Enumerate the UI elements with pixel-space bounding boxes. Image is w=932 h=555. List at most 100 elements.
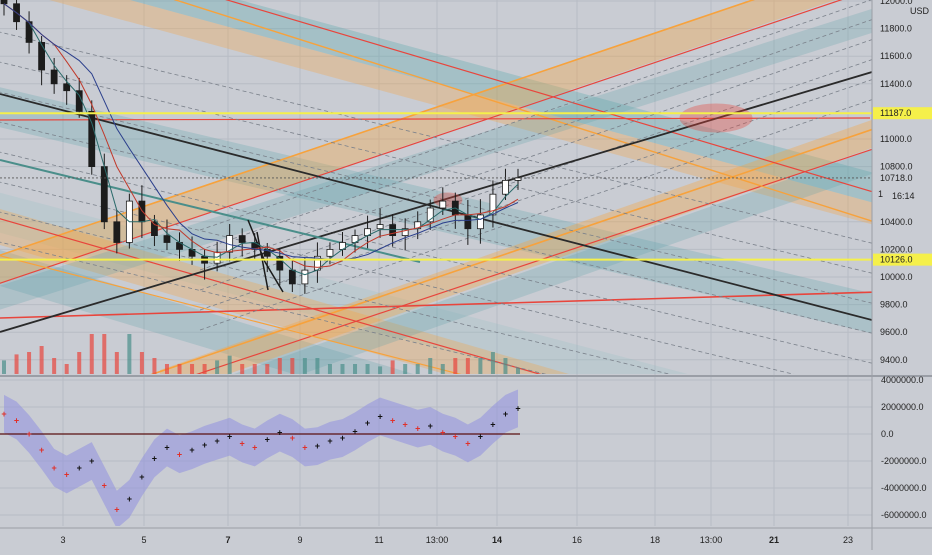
price-tick-label: 10400.0 <box>880 217 913 227</box>
channel-band <box>49 0 872 225</box>
candle-body <box>376 224 384 230</box>
candle-body <box>401 228 409 236</box>
time-tick-label: 5 <box>141 535 146 545</box>
volume-bar <box>227 355 232 374</box>
time-tick-label: 21 <box>769 535 779 545</box>
price-marker-label: 11187.0 <box>880 108 911 118</box>
oscillator-point: + <box>52 463 57 473</box>
candle-body <box>38 42 46 71</box>
volume-bar <box>365 364 370 374</box>
oscillator-point: + <box>26 429 31 439</box>
candle-body <box>301 269 309 285</box>
dashed-guide <box>199 79 872 311</box>
currency-label: USD <box>910 6 930 16</box>
oscillator-point: + <box>503 409 508 419</box>
oscillator-point: + <box>377 411 382 421</box>
dashed-guide <box>0 241 547 374</box>
pattern-line <box>256 231 269 291</box>
candle-body <box>502 179 509 195</box>
oscillator-point: + <box>515 403 520 413</box>
price-levels <box>0 112 872 261</box>
candle-body <box>464 214 472 230</box>
candle-body <box>489 193 497 216</box>
oscillator-point: + <box>352 426 357 436</box>
oscillator-point: + <box>240 438 245 448</box>
channel-line <box>225 0 872 193</box>
oscillator-point: + <box>177 449 182 459</box>
oscillator-point: + <box>89 456 94 466</box>
price-marker-label: 10126.0 <box>880 255 913 265</box>
oscillator-point: + <box>465 438 470 448</box>
channel-line <box>0 117 871 121</box>
volume-bar <box>89 334 94 374</box>
channel-line <box>0 218 542 374</box>
volume-bar <box>102 334 107 374</box>
price-axis-background <box>872 0 932 550</box>
price-tick-label: 10200.0 <box>880 244 913 254</box>
moving-average-line <box>3 3 519 268</box>
price-tick-label: 10000.0 <box>880 272 913 282</box>
time-tick-label: 9 <box>297 535 302 545</box>
oscillator-band <box>4 389 518 526</box>
channel-band <box>0 209 569 374</box>
volume-bar <box>52 358 57 374</box>
dashed-guide <box>199 59 872 291</box>
volume-bar <box>415 364 420 374</box>
drawing-overlays <box>0 0 872 374</box>
dashed-guide <box>0 31 872 244</box>
dashed-guide <box>199 99 872 331</box>
price-tick-label: 10800.0 <box>880 162 913 172</box>
oscillator-tick-label: 2000000.0 <box>881 402 924 412</box>
dashed-guide <box>199 0 872 231</box>
oscillator-tick-label: -4000000.0 <box>881 483 927 493</box>
volume-bar <box>277 358 282 374</box>
volume-bar <box>353 364 358 374</box>
oscillator-point: + <box>415 424 420 434</box>
volume-bar <box>202 364 207 374</box>
oscillator-point: + <box>64 470 69 480</box>
trend-line <box>0 71 872 333</box>
oscillator-point: + <box>315 441 320 451</box>
volume-bar <box>302 358 307 374</box>
volume-bar <box>453 358 458 374</box>
moving-average-line <box>3 3 519 261</box>
highlight-ellipse <box>679 103 753 133</box>
time-tick-label: 18 <box>650 535 660 545</box>
candle-body <box>113 221 121 243</box>
volume-bar <box>290 358 295 374</box>
moving-average-line <box>3 3 519 276</box>
channel-line <box>0 0 843 284</box>
oscillator-point: + <box>365 418 370 428</box>
volume-bar <box>77 352 82 374</box>
channel-line <box>0 255 462 374</box>
oscillator-point: + <box>440 428 445 438</box>
price-marker-box <box>873 107 932 120</box>
time-tick-label: 23 <box>843 535 853 545</box>
volume-bar <box>265 364 270 374</box>
channel-band <box>0 192 688 374</box>
channel-line <box>0 0 756 257</box>
time-tick-label: 14 <box>492 535 502 545</box>
price-tick-label: 9600.0 <box>880 327 908 337</box>
last-price-label: 10718.0 <box>880 173 913 183</box>
price-tick-label: 9800.0 <box>880 300 908 310</box>
volume-bar <box>403 364 408 374</box>
channel-band <box>0 8 872 310</box>
volume-bars <box>2 334 520 374</box>
oscillator-tick-label: 0.0 <box>881 429 894 439</box>
volume-bar <box>465 358 470 374</box>
channel-band <box>0 87 872 334</box>
time-tick-label: 13:00 <box>426 535 449 545</box>
volume-bar <box>139 352 144 374</box>
oscillator-point: + <box>114 505 119 515</box>
volume-bar <box>252 364 257 374</box>
oscillator-point: + <box>139 472 144 482</box>
oscillator-point: + <box>327 436 332 446</box>
volume-bar <box>39 346 44 374</box>
volume-bar <box>64 364 69 374</box>
oscillator-pane: + + + + + + + + + + + + + + + + + + + + + + + + + + + + + + + + + + + + + + + +… <box>0 389 521 526</box>
pattern-line <box>247 219 266 263</box>
price-tick-label: 11800.0 <box>880 24 912 34</box>
